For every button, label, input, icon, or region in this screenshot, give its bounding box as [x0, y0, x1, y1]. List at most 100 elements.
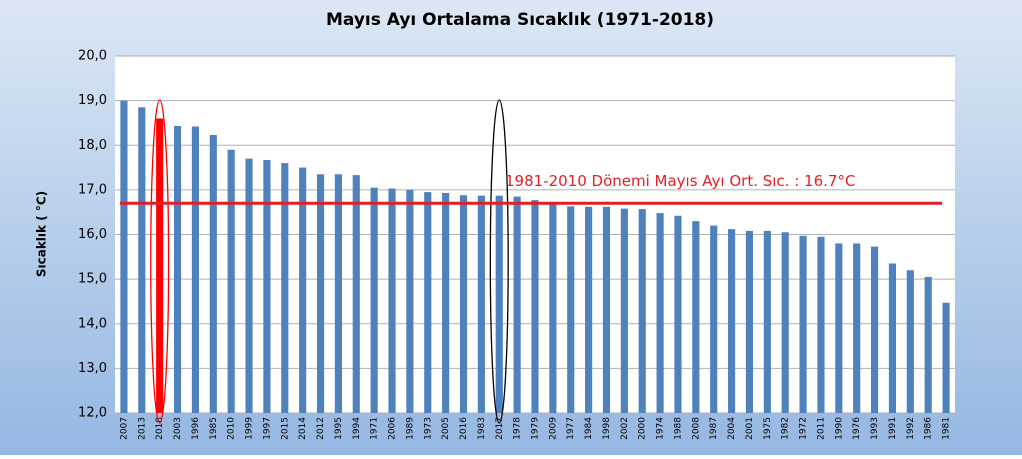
bar — [888, 263, 897, 413]
bar — [942, 302, 950, 413]
bar — [906, 270, 914, 413]
bar — [406, 189, 414, 413]
y-tick-label: 15,0 — [78, 272, 107, 287]
bar — [299, 167, 307, 413]
x-tick-label: 1989 — [405, 417, 415, 440]
bar — [924, 276, 932, 413]
bar — [817, 236, 825, 413]
bar — [531, 200, 539, 413]
bar — [781, 232, 789, 413]
x-tick-label: 2008 — [691, 417, 701, 440]
y-tick-label: 20,0 — [78, 49, 107, 64]
bar — [263, 159, 271, 413]
bar — [710, 225, 718, 413]
bar — [620, 208, 628, 413]
x-tick-label: 1994 — [352, 417, 362, 440]
x-tick-label: 1973 — [423, 417, 433, 440]
y-tick-label: 14,0 — [78, 316, 107, 331]
bar — [156, 118, 164, 413]
x-tick-label: 1993 — [870, 417, 880, 440]
x-tick-label: 2003 — [173, 417, 183, 440]
y-tick-label: 16,0 — [78, 227, 107, 242]
reference-label: 1981-2010 Dönemi Mayıs Ayı Ort. Sıc. : 1… — [505, 172, 855, 190]
bar — [602, 206, 611, 413]
x-tick-label: 2006 — [388, 417, 398, 440]
y-axis-label: Sıcaklık ( °C) — [35, 191, 49, 277]
y-tick-label: 13,0 — [78, 361, 107, 376]
x-tick-label: 1971 — [370, 417, 380, 440]
x-tick-label: 1988 — [673, 417, 683, 440]
bar — [352, 175, 360, 413]
bar — [799, 235, 807, 413]
x-tick-label: 1974 — [656, 417, 666, 440]
y-tick-label: 18,0 — [78, 138, 107, 153]
bar — [567, 206, 575, 413]
x-tick-label: 1995 — [334, 417, 344, 440]
bar — [442, 192, 450, 413]
bar — [763, 230, 771, 413]
x-tick-label: 2011 — [816, 417, 826, 440]
bar — [585, 206, 593, 413]
bar — [477, 195, 485, 413]
bar — [853, 243, 861, 413]
x-tick-label: 2000 — [638, 417, 648, 440]
x-tick-label: 2014 — [298, 417, 308, 440]
bar — [227, 149, 235, 413]
x-tick-label: 1991 — [888, 417, 898, 440]
highlight-ellipse — [489, 99, 509, 424]
x-tick-label: 2002 — [620, 417, 630, 440]
x-tick-label: 1987 — [709, 417, 719, 440]
bar — [138, 107, 146, 413]
bar — [674, 215, 682, 413]
x-tick-label: 2005 — [441, 417, 451, 440]
bar — [281, 163, 289, 413]
highlight-ellipse — [150, 99, 170, 424]
x-tick-label: 1977 — [566, 417, 576, 440]
bar — [638, 209, 646, 413]
x-tick-label: 1986 — [924, 417, 934, 440]
bar — [334, 174, 342, 413]
x-tick-label: 1975 — [763, 417, 773, 440]
x-tick-label: 1981 — [942, 417, 952, 440]
x-tick-label: 1996 — [191, 417, 201, 440]
x-tick-label: 1978 — [513, 417, 523, 440]
bar — [745, 230, 754, 413]
x-tick-label: 2007 — [119, 417, 129, 440]
x-tick-label: 1992 — [906, 417, 916, 440]
bar — [871, 246, 879, 413]
bar — [459, 195, 468, 413]
bar — [173, 126, 182, 413]
chart-title: Mayıs Ayı Ortalama Sıcaklık (1971-2018) — [326, 10, 714, 30]
bar — [388, 188, 396, 413]
x-tick-label: 1984 — [584, 417, 594, 440]
x-tick-label: 1999 — [245, 417, 255, 440]
bar — [316, 174, 325, 413]
bar — [656, 213, 664, 413]
x-tick-label: 2015 — [280, 417, 290, 440]
y-tick-label: 19,0 — [78, 93, 107, 108]
bar — [728, 229, 736, 413]
bar — [191, 126, 199, 413]
bar — [692, 221, 700, 413]
x-tick-label: 1982 — [781, 417, 791, 440]
x-tick-label: 1990 — [834, 417, 844, 440]
bar — [835, 243, 843, 413]
x-tick-label: 2009 — [548, 417, 558, 440]
x-tick-label: 1983 — [477, 417, 487, 440]
bar — [120, 100, 128, 413]
x-tick-label: 1979 — [531, 417, 541, 440]
x-tick-label: 1985 — [209, 417, 219, 440]
y-tick-label: 12,0 — [78, 406, 107, 421]
bar — [549, 203, 557, 413]
x-tick-label: 2001 — [745, 417, 755, 440]
y-tick-label: 17,0 — [78, 182, 107, 197]
bar — [513, 196, 521, 413]
x-tick-label: 2010 — [227, 417, 237, 440]
x-tick-label: 1972 — [799, 417, 809, 440]
x-tick-label: 2012 — [316, 417, 326, 440]
x-tick-label: 2016 — [459, 417, 469, 440]
x-tick-label: 1997 — [262, 417, 272, 440]
x-tick-label: 1976 — [852, 417, 862, 440]
bar — [245, 158, 253, 413]
bar — [424, 192, 432, 413]
